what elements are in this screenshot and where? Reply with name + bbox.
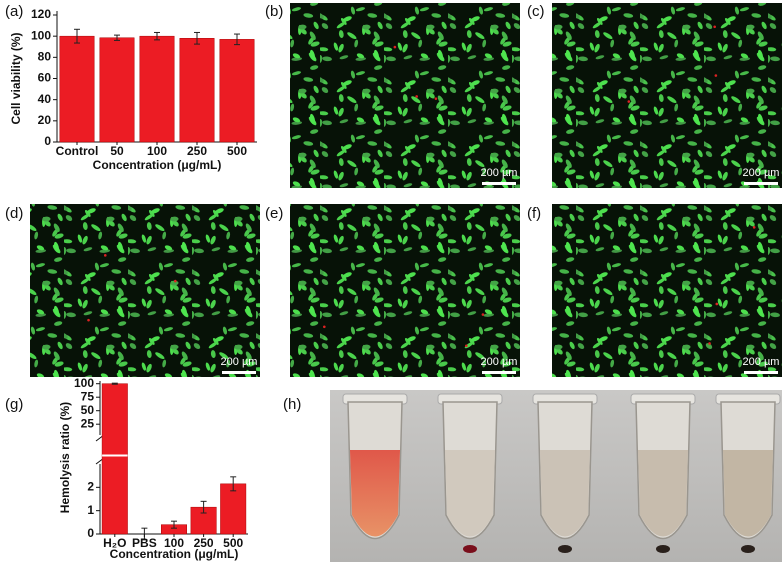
x-tick-label: 500 [223, 536, 243, 550]
y-tick-label: 60 [38, 71, 52, 85]
micrograph [290, 3, 520, 188]
bar [219, 39, 255, 143]
micrograph [552, 204, 782, 377]
pellet [656, 545, 670, 553]
scale-bar [744, 371, 778, 374]
x-tick-label: PBS [132, 536, 157, 550]
y-axis-label: Hemolysis ratio (%) [58, 402, 72, 513]
bar [101, 383, 128, 535]
y-tick-label: 0 [44, 134, 51, 148]
y-tick-label: 1 [87, 503, 94, 517]
scale-bar [222, 371, 256, 374]
bar [139, 35, 175, 143]
scale-bar-label: 200 µm [481, 167, 518, 179]
micrograph [552, 3, 782, 188]
dead-cell [708, 342, 711, 345]
micrograph [290, 204, 520, 377]
scale-bar [482, 182, 516, 185]
dead-cell [714, 74, 718, 77]
y-tick-label: 25 [81, 416, 95, 430]
dead-cell [627, 100, 631, 103]
x-axis-label: Concentration (μg/mL) [110, 547, 239, 561]
x-tick-label: 100 [164, 536, 184, 550]
y-tick-label: 40 [38, 92, 52, 106]
x-tick-label: 250 [187, 144, 207, 158]
dead-cell [393, 45, 397, 49]
panel-label: (f) [527, 205, 541, 222]
pellet [558, 545, 572, 553]
tube-liquid [350, 450, 400, 537]
y-tick-label: 80 [38, 50, 52, 64]
pellet [741, 545, 755, 553]
tube-liquid [445, 450, 495, 537]
pellet [463, 545, 477, 553]
panel-label: (h) [283, 396, 301, 413]
micrograph [30, 204, 260, 377]
scale-bar-label: 200 µm [221, 356, 258, 368]
bar [59, 35, 95, 143]
y-tick-label: 0 [87, 526, 94, 540]
dead-cell [415, 95, 418, 98]
bar [99, 37, 135, 143]
scale-bar-label: 200 µm [743, 356, 780, 368]
dead-cell [713, 25, 716, 29]
dead-cell [715, 302, 719, 306]
x-tick-label: 500 [227, 144, 247, 158]
dead-cell [481, 313, 485, 316]
y-tick-label: 2 [87, 480, 94, 494]
x-tick-label: 250 [194, 536, 214, 550]
x-tick-label: 50 [110, 144, 124, 158]
scale-bar [482, 371, 516, 374]
panel-label: (g) [5, 396, 23, 413]
x-axis-label: Concentration (μg/mL) [93, 158, 222, 172]
panel-label: (e) [265, 205, 283, 222]
y-tick-label: 100 [31, 28, 51, 42]
tube-liquid [540, 450, 590, 537]
panel-label: (a) [5, 3, 23, 20]
scale-bar [744, 182, 778, 185]
y-tick-label: 50 [81, 403, 95, 417]
y-tick-label: 120 [31, 7, 51, 21]
panel-label: (c) [527, 3, 545, 20]
y-tick-label: 75 [81, 389, 95, 403]
tube-liquid [638, 450, 688, 537]
x-tick-label: H₂O [103, 536, 126, 550]
panel-label: (b) [265, 3, 283, 20]
tube-liquid [723, 450, 773, 537]
dead-cell [465, 344, 468, 348]
bar [220, 483, 247, 535]
scale-bar-label: 200 µm [743, 167, 780, 179]
x-tick-label: 100 [147, 144, 167, 158]
panel-label: (d) [5, 205, 23, 222]
dead-cell [752, 226, 756, 229]
y-tick-label: 20 [38, 113, 52, 127]
dead-cell [174, 279, 177, 283]
dead-cell [87, 318, 90, 322]
dead-cell [323, 325, 326, 329]
y-axis-label: Cell viability (%) [9, 32, 23, 124]
dead-cell [103, 254, 107, 257]
bar [179, 38, 215, 143]
x-tick-label: Control [56, 144, 99, 158]
y-tick-label: 100 [74, 376, 94, 390]
dead-cell [434, 97, 438, 100]
scale-bar-label: 200 µm [481, 356, 518, 368]
